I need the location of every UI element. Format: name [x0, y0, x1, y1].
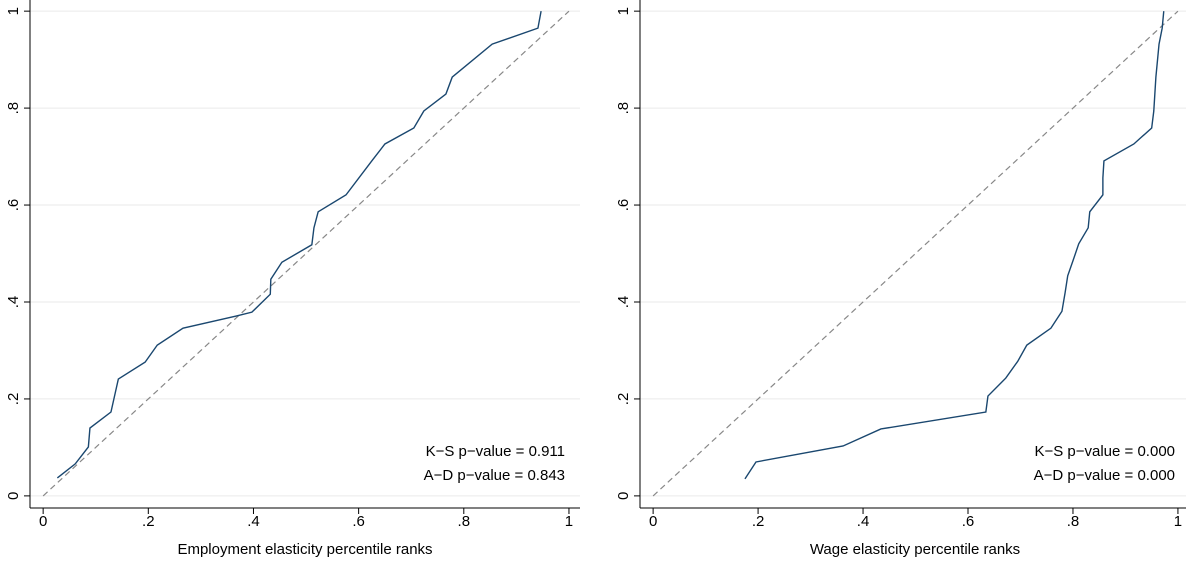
x-tick-label: 1: [1174, 513, 1182, 530]
annotation: A−D p−value = 0.000: [1034, 467, 1175, 484]
y-tick-label: 0: [5, 492, 22, 500]
reference-line: [42, 10, 570, 497]
x-tick-label: 0: [649, 513, 657, 530]
x-tick-label: .8: [1067, 513, 1080, 530]
y-tick-label: .2: [615, 393, 632, 406]
x-tick-label: .8: [458, 513, 471, 530]
line-series: [56, 11, 542, 479]
y-tick-label: 1: [615, 7, 632, 15]
annotation: K−S p−value = 0.911: [426, 443, 565, 460]
x-tick-label: .2: [142, 513, 155, 530]
annotation: K−S p−value = 0.000: [1034, 443, 1175, 460]
y-tick-label: .4: [615, 296, 632, 309]
y-tick-label: .8: [5, 102, 22, 115]
y-tick-label: .6: [5, 199, 22, 212]
y-tick-label: .2: [5, 393, 22, 406]
y-tick-label: .4: [5, 296, 22, 309]
y-tick-label: 1: [5, 7, 22, 15]
x-axis-label: Employment elasticity percentile ranks: [177, 541, 432, 558]
y-tick-label: .6: [615, 199, 632, 212]
annotation: A−D p−value = 0.843: [424, 467, 565, 484]
x-tick-label: .4: [247, 513, 260, 530]
x-tick-label: .6: [352, 513, 365, 530]
x-tick-label: 1: [565, 513, 573, 530]
x-tick-label: .4: [857, 513, 870, 530]
reference-line: [652, 10, 1179, 497]
line-series: [744, 11, 1165, 480]
y-tick-label: 0: [615, 492, 632, 500]
x-tick-label: 0: [39, 513, 47, 530]
x-tick-label: .2: [752, 513, 765, 530]
x-tick-label: .6: [962, 513, 975, 530]
x-axis-label: Wage elasticity percentile ranks: [810, 541, 1020, 558]
y-tick-label: .8: [615, 102, 632, 115]
